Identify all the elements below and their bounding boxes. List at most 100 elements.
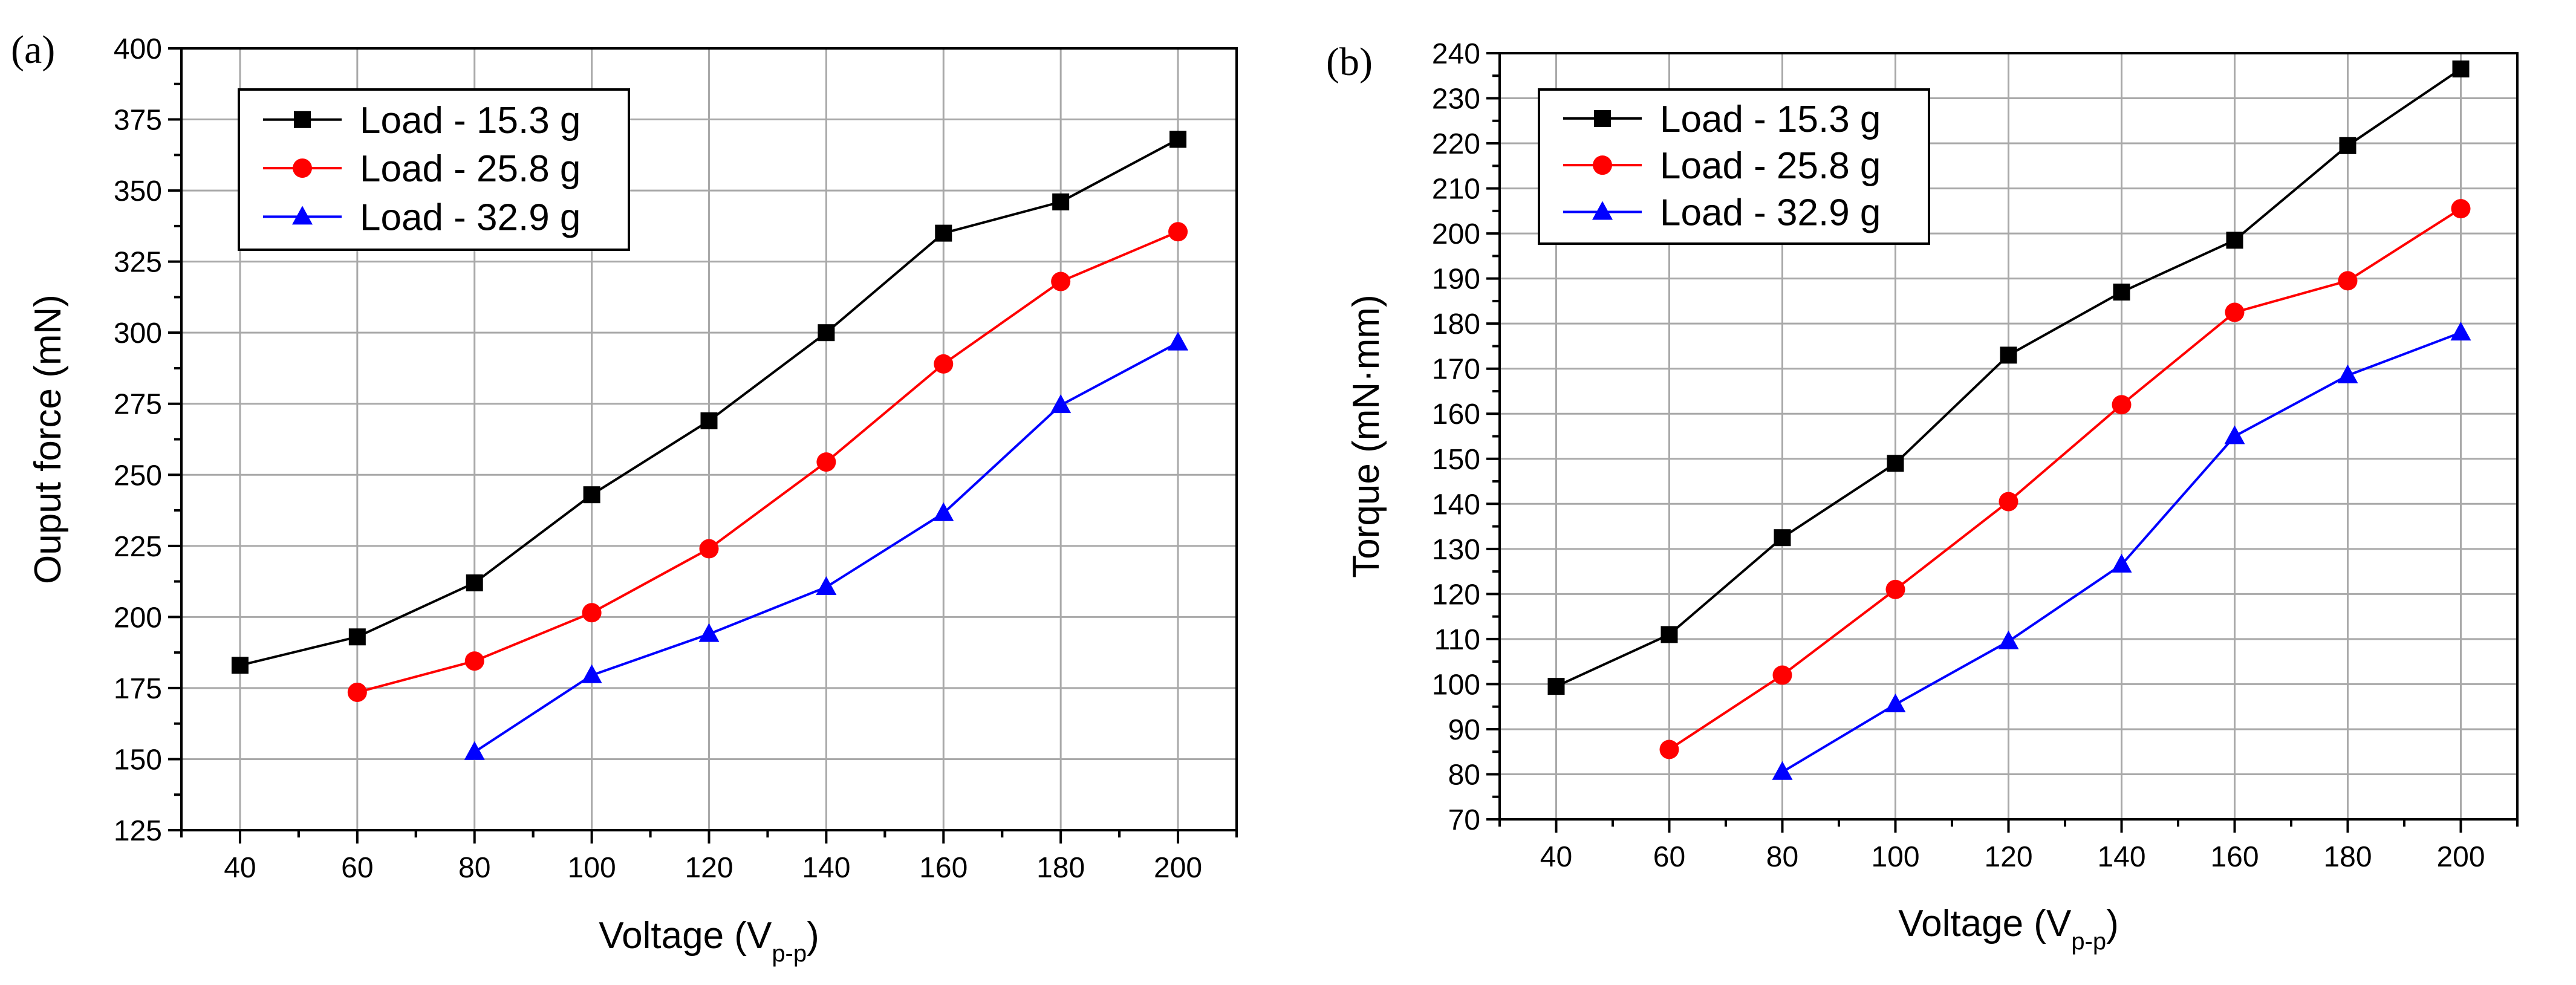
data-point: [1660, 626, 1678, 643]
data-point: [2450, 322, 2471, 341]
data-point: [933, 502, 954, 521]
y-tick-label: 200: [1432, 218, 1480, 250]
legend-label: Load - 15.3 g: [1660, 99, 1881, 140]
data-point: [2224, 425, 2245, 444]
data-point: [1659, 740, 1679, 759]
data-point: [581, 664, 602, 683]
x-tick-label: 100: [1871, 841, 1919, 873]
data-point: [2111, 553, 2132, 573]
x-tick-label: 200: [1154, 852, 1202, 884]
legend-label: Load - 15.3 g: [360, 100, 581, 141]
data-point: [2452, 60, 2470, 78]
legend-label: Load - 32.9 g: [1660, 192, 1881, 233]
y-tick-label: 230: [1432, 83, 1480, 115]
series-3: [464, 331, 1189, 760]
data-point: [1052, 193, 1070, 210]
data-point: [934, 354, 954, 374]
data-point: [2339, 137, 2356, 154]
legend-label: Load - 25.8 g: [360, 148, 581, 190]
y-tick-label: 150: [114, 744, 162, 776]
y-tick-label: 400: [114, 33, 162, 65]
data-point: [1885, 693, 1906, 712]
x-tick-label: 200: [2436, 841, 2485, 873]
data-point: [816, 452, 836, 472]
y-tick-label: 375: [114, 105, 162, 137]
x-tick-label: 40: [224, 852, 256, 884]
legend-label: Load - 25.8 g: [1660, 145, 1881, 187]
data-point: [2226, 232, 2243, 249]
y-tick-label: 100: [1432, 669, 1480, 701]
data-point: [2113, 284, 2130, 301]
data-point: [466, 574, 483, 591]
data-point: [583, 486, 600, 504]
y-tick-label: 350: [114, 175, 162, 207]
data-point: [1050, 394, 1072, 414]
y-tick-label: 220: [1432, 128, 1480, 160]
y-axis-label: Ouput force (mN): [27, 294, 69, 584]
x-tick-label: 180: [1036, 852, 1085, 884]
x-tick-label: 60: [1653, 841, 1685, 873]
y-tick-label: 210: [1432, 174, 1480, 206]
legend-marker: [1594, 109, 1611, 127]
legend-marker: [292, 206, 313, 225]
x-tick-label: 160: [2210, 841, 2259, 873]
series-1: [231, 131, 1187, 674]
data-point: [816, 576, 837, 595]
legend-marker: [293, 158, 312, 178]
data-point: [699, 539, 719, 559]
x-tick-label: 80: [1766, 841, 1798, 873]
series-2: [347, 222, 1188, 702]
legend: Load - 15.3 g Load - 25.8 g Load - 32.9 g: [238, 88, 630, 251]
y-tick-label: 200: [114, 602, 162, 634]
panel-label: (a): [11, 28, 55, 72]
x-tick-label: 140: [802, 852, 850, 884]
data-point: [1998, 630, 2019, 649]
series-3: [1772, 322, 2471, 780]
x-tick-label: 60: [341, 852, 373, 884]
y-tick-label: 175: [114, 673, 162, 705]
data-point: [1051, 271, 1071, 291]
y-tick-label: 325: [114, 247, 162, 279]
data-point: [1772, 665, 1792, 685]
y-tick-label: 90: [1448, 714, 1480, 746]
panel-label: (b): [1326, 40, 1373, 84]
data-point: [2112, 395, 2132, 415]
data-point: [348, 628, 366, 646]
y-tick-label: 110: [1434, 624, 1480, 656]
data-point: [582, 603, 602, 623]
data-point: [2337, 364, 2358, 383]
data-point: [464, 651, 484, 671]
data-point: [1169, 131, 1187, 148]
y-tick-label: 140: [1432, 489, 1480, 521]
data-point: [2225, 302, 2245, 322]
x-tick-label: 120: [685, 852, 733, 884]
chart-panel-a: (a) 40 60 80 100 120 140 160 180 200 125 150 175 200 2…: [11, 28, 1238, 967]
legend-marker: [1593, 155, 1612, 175]
y-tick-label: 240: [1432, 38, 1480, 70]
x-tick-label: 40: [1540, 841, 1572, 873]
x-axis-label: Voltage (Vp-p): [1898, 903, 2119, 955]
y-axis-label: Torque (mN·mm): [1345, 294, 1387, 577]
data-point: [700, 412, 718, 429]
data-point: [1885, 579, 1905, 599]
x-tick-label: 100: [568, 852, 616, 884]
y-tick-label: 180: [1432, 308, 1480, 340]
x-tick-label: 120: [1984, 841, 2032, 873]
x-tick-label: 140: [2097, 841, 2145, 873]
series-1: [1547, 60, 2470, 695]
data-point: [1999, 492, 2018, 512]
data-point: [1168, 222, 1188, 242]
y-tick-label: 120: [1432, 579, 1480, 611]
data-point: [1887, 455, 1904, 472]
y-tick-label: 170: [1432, 354, 1480, 386]
y-tick-label: 130: [1432, 534, 1480, 566]
y-tick-label: 125: [114, 815, 162, 847]
x-tick-label: 80: [458, 852, 490, 884]
y-tick-label: 275: [114, 389, 162, 421]
data-point: [2451, 199, 2471, 219]
y-tick-label: 225: [114, 531, 162, 563]
data-point: [1774, 529, 1791, 547]
y-tick-label: 300: [114, 317, 162, 349]
data-point: [818, 324, 835, 342]
